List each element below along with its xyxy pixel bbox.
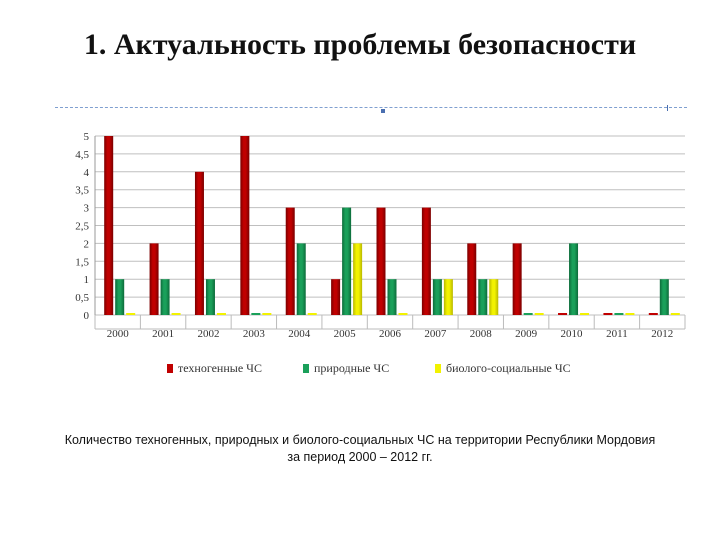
bar [160,279,170,315]
x-tick-label: 2007 [424,328,447,340]
bar [432,279,442,315]
bar [580,313,590,315]
bar [603,313,613,315]
bar [104,136,114,315]
bar [331,279,341,315]
bar [240,136,250,315]
bar [115,279,125,315]
bar [387,279,397,315]
bar [251,313,261,315]
y-tick-label: 1 [84,274,90,286]
grid-lines [94,135,686,330]
bar [342,207,352,315]
bar [126,313,136,315]
y-tick-label: 2 [84,238,90,250]
x-tick-label: 2001 [152,328,174,340]
bar [512,243,522,315]
bar [443,279,453,315]
y-tick-label: 0,5 [75,292,89,304]
bar [625,313,635,315]
bar [307,313,317,315]
legend-label: техногенные ЧС [178,361,262,375]
legend-swatch [303,364,309,373]
bar [489,279,499,315]
bar [205,279,215,315]
x-tick-label: 2005 [334,328,357,340]
bar [216,313,226,315]
bar [353,243,363,315]
x-tick-label: 2010 [561,328,584,340]
slide-title: 1. Актуальность проблемы безопасности [83,28,637,61]
bar [262,313,272,315]
x-tick-label: 2008 [470,328,493,340]
bar [149,243,159,315]
chart-frame: 0 0,5 1 1,5 2 2,5 3 3,5 4 4,5 5 2000 2001 2002 2003 20… [55,106,687,402]
y-axis-ticks: 0 0,5 1 1,5 2 2,5 3 3,5 4 4,5 5 [75,131,89,322]
bar [478,279,488,315]
x-tick-label: 2004 [288,328,311,340]
bar [285,207,295,315]
bar [171,313,181,315]
y-tick-label: 4 [84,167,90,179]
legend-swatch [167,364,173,373]
bar [569,243,579,315]
x-tick-label: 2002 [197,328,219,340]
caption-line-2: за период 2000 – 2012 гг. [287,450,433,464]
bar-chart: 00,511,522,533,544,55 2000 2001 2002 2003 20… [75,131,686,375]
bar [523,313,533,315]
bar [398,313,408,315]
x-tick-label: 2011 [606,328,628,340]
legend-label: природные ЧС [314,361,389,375]
y-tick-label: 3,5 [75,185,89,197]
chart-caption: Количество техногенных, природных и биол… [10,432,710,466]
bar [296,243,306,315]
y-tick-label: 2,5 [75,221,89,233]
x-tick-label: 2009 [515,328,538,340]
x-tick-label: 2006 [379,328,402,340]
x-axis-ticks: 2000 2001 2002 2003 2004 2005 2006 2007 2008 2009… [107,328,674,340]
legend-swatch [435,364,441,373]
bar [614,313,624,315]
bar [534,313,544,315]
bar [376,207,386,315]
y-tick-label: 1,5 [75,256,89,268]
legend: техногенные ЧС природные ЧС биолого-социал… [167,361,571,375]
bar [421,207,431,315]
bar [558,313,568,315]
chart-frame-marker [667,105,668,111]
y-tick-label: 0 [84,310,90,322]
y-tick-label: 4,5 [75,149,89,161]
bar [670,313,680,315]
bars [104,136,680,315]
caption-line-1: Количество техногенных, природных и биол… [64,433,656,447]
bar [194,171,204,315]
y-tick-label: 5 [84,131,90,143]
bar [659,279,669,315]
x-tick-label: 2003 [243,328,266,340]
y-tick-label: 3 [84,203,90,215]
chart-frame-border [55,107,687,108]
x-tick-label: 2000 [107,328,130,340]
bar [648,313,658,315]
x-tick-label: 2012 [651,328,673,340]
chart-frame-handle [381,109,385,113]
bar [467,243,477,315]
legend-label: биолого-социальные ЧС [446,361,571,375]
